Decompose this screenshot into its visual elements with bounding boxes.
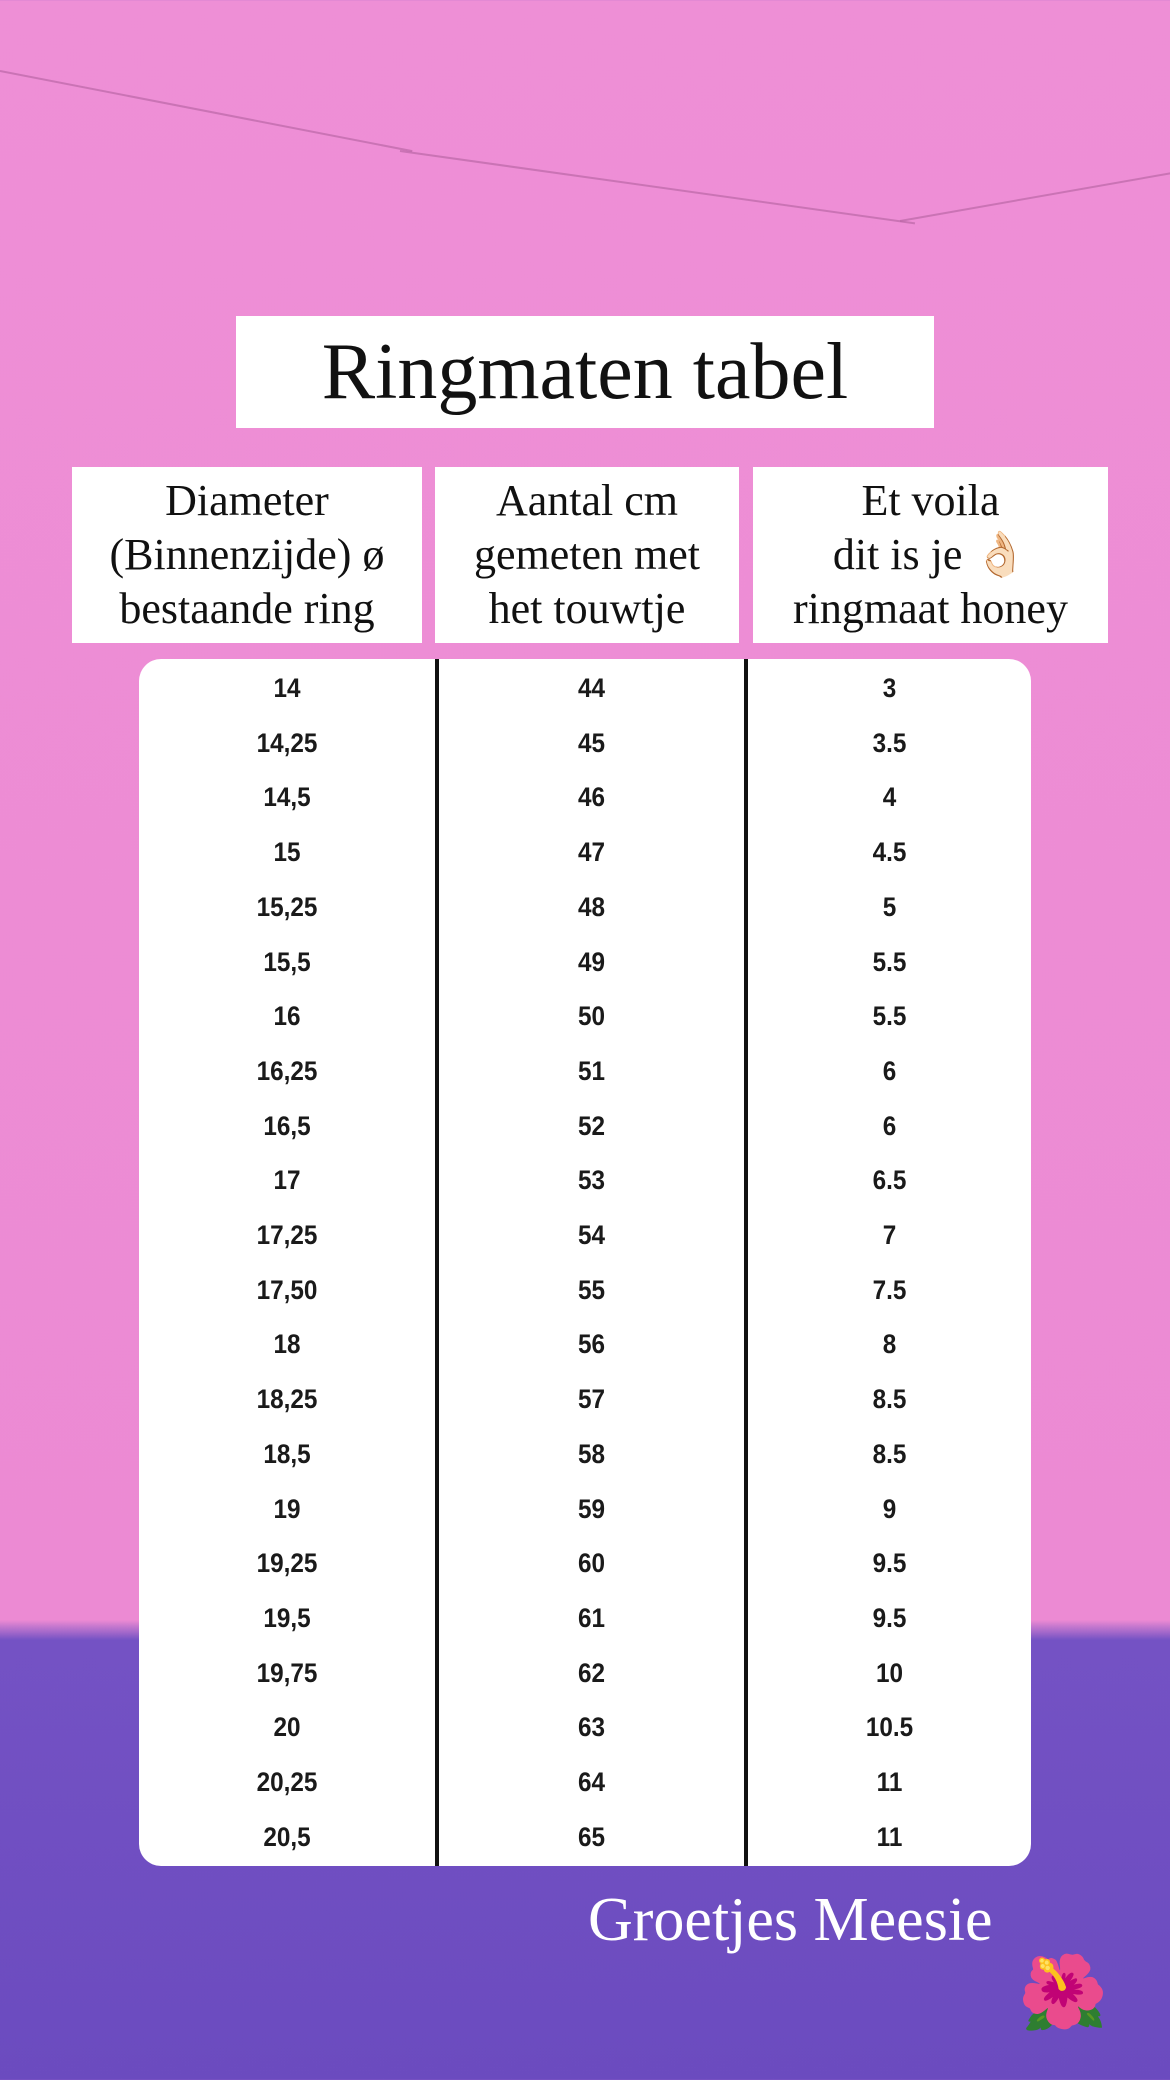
table-cell: 20 — [273, 1712, 301, 1743]
table-cell: 50 — [577, 1001, 606, 1032]
table-cell: 64 — [577, 1767, 606, 1797]
table-cell: 20,25 — [256, 1767, 318, 1797]
header-line: bestaande ring — [119, 584, 375, 633]
header-diameter: Diameter (Binnenzijde) ø bestaande ring — [72, 467, 422, 643]
table-cell: 8 — [882, 1329, 897, 1360]
table-cell: 17,25 — [256, 1220, 318, 1250]
table-cell: 19 — [273, 1493, 301, 1524]
table-cell: 3.5 — [872, 727, 907, 758]
table-cell: 19,5 — [263, 1602, 311, 1633]
signature: Groetjes Meesie — [588, 1886, 993, 1954]
table-cell: 48 — [577, 891, 606, 922]
table-cell: 51 — [577, 1055, 606, 1086]
table-cell: 17 — [273, 1165, 301, 1196]
header-line: Aantal cm — [495, 476, 679, 525]
table-cell: 47 — [577, 837, 606, 868]
table-cell: 9.5 — [872, 1548, 907, 1579]
table-cell: 16,5 — [263, 1110, 311, 1141]
table-cell: 8.5 — [872, 1438, 907, 1469]
table-cell: 15,25 — [256, 891, 318, 922]
table-cell: 7.5 — [872, 1274, 907, 1305]
table-cell: 6.5 — [872, 1165, 907, 1196]
wall-crack — [399, 150, 916, 225]
table-cell: 14,25 — [256, 727, 318, 758]
table-cell: 17,50 — [256, 1274, 318, 1305]
table-cell: 4.5 — [872, 837, 907, 868]
ring-size-table: 14 14,25 14,5 15 15,25 15,5 16 16,25 16,5 17 17,25… — [139, 659, 1031, 1866]
table-cell: 6 — [882, 1055, 897, 1086]
wall-crack — [899, 171, 1170, 222]
table-cell: 14,5 — [263, 782, 311, 813]
table-cell: 58 — [577, 1438, 606, 1469]
table-cell: 19,25 — [256, 1548, 318, 1579]
table-cell: 59 — [577, 1493, 606, 1524]
column-diameter: 14 14,25 14,5 15 15,25 15,5 16 16,25 16,5 17 17,25… — [139, 659, 435, 1866]
header-ringsize: Et voila dit is je 👌🏻 ringmaat honey — [753, 467, 1108, 643]
table-cell: 61 — [577, 1602, 606, 1633]
table-cell: 10 — [875, 1657, 904, 1688]
table-cell: 44 — [577, 673, 606, 703]
table-cell: 6 — [882, 1110, 897, 1141]
header-line: Et voila — [861, 476, 1000, 525]
table-cell: 15,5 — [263, 946, 311, 977]
table-cell: 45 — [577, 727, 606, 758]
page-title: Ringmaten tabel — [236, 316, 934, 428]
table-cell: 46 — [577, 782, 606, 813]
table-cell: 63 — [577, 1712, 606, 1743]
table-cell: 15 — [273, 837, 301, 868]
header-line: het touwtje — [488, 584, 686, 633]
table-cell: 18,5 — [263, 1438, 311, 1469]
table-cell: 9.5 — [872, 1602, 907, 1633]
table-cell: 5.5 — [872, 946, 907, 977]
header-line: (Binnenzijde) ø — [109, 530, 385, 579]
table-cell: 11 — [876, 1821, 903, 1852]
table-cell: 52 — [577, 1110, 606, 1141]
column-divider — [435, 659, 439, 1866]
table-cell: 3 — [882, 673, 897, 703]
column-ringsize: 3 3.5 4 4.5 5 5.5 5.5 6 6 6.5 7 7.5 8 8.5 8.5 9 9.5 9.5 10… — [748, 659, 1031, 1866]
table-cell: 62 — [577, 1657, 606, 1688]
hibiscus-icon: 🌺 — [1018, 1953, 1108, 2033]
header-line: Diameter — [165, 476, 329, 525]
column-divider — [744, 659, 748, 1866]
table-cell: 55 — [577, 1274, 606, 1305]
table-cell: 18,25 — [256, 1384, 318, 1415]
header-cm: Aantal cm gemeten met het touwtje — [435, 467, 739, 643]
table-cell: 9 — [882, 1493, 897, 1524]
table-cell: 49 — [577, 946, 606, 977]
table-cell: 4 — [882, 782, 897, 813]
table-cell: 60 — [577, 1548, 606, 1579]
table-cell: 7 — [882, 1220, 897, 1250]
table-cell: 54 — [577, 1220, 606, 1250]
table-cell: 19,75 — [256, 1657, 318, 1688]
table-cell: 10.5 — [865, 1712, 914, 1743]
table-cell: 57 — [577, 1384, 606, 1415]
table-cell: 11 — [876, 1767, 903, 1797]
wall-crack — [0, 70, 413, 153]
table-cell: 20,5 — [263, 1821, 311, 1852]
table-cell: 5.5 — [872, 1001, 907, 1032]
table-cell: 8.5 — [872, 1384, 907, 1415]
table-cell: 14 — [273, 673, 301, 703]
table-cell: 16 — [273, 1001, 301, 1032]
table-cell: 18 — [273, 1329, 301, 1360]
header-line: ringmaat honey — [793, 584, 1068, 633]
column-cm: 44 45 46 47 48 49 50 51 52 53 54 55 56 57 58 59 60 61 62 63… — [439, 659, 744, 1866]
header-line: gemeten met — [473, 530, 700, 579]
table-cell: 5 — [882, 891, 897, 922]
table-cell: 53 — [577, 1165, 606, 1196]
table-cell: 16,25 — [256, 1055, 318, 1086]
table-cell: 65 — [577, 1821, 606, 1852]
header-line: dit is je 👌🏻 — [832, 530, 1029, 579]
table-cell: 56 — [577, 1329, 606, 1360]
